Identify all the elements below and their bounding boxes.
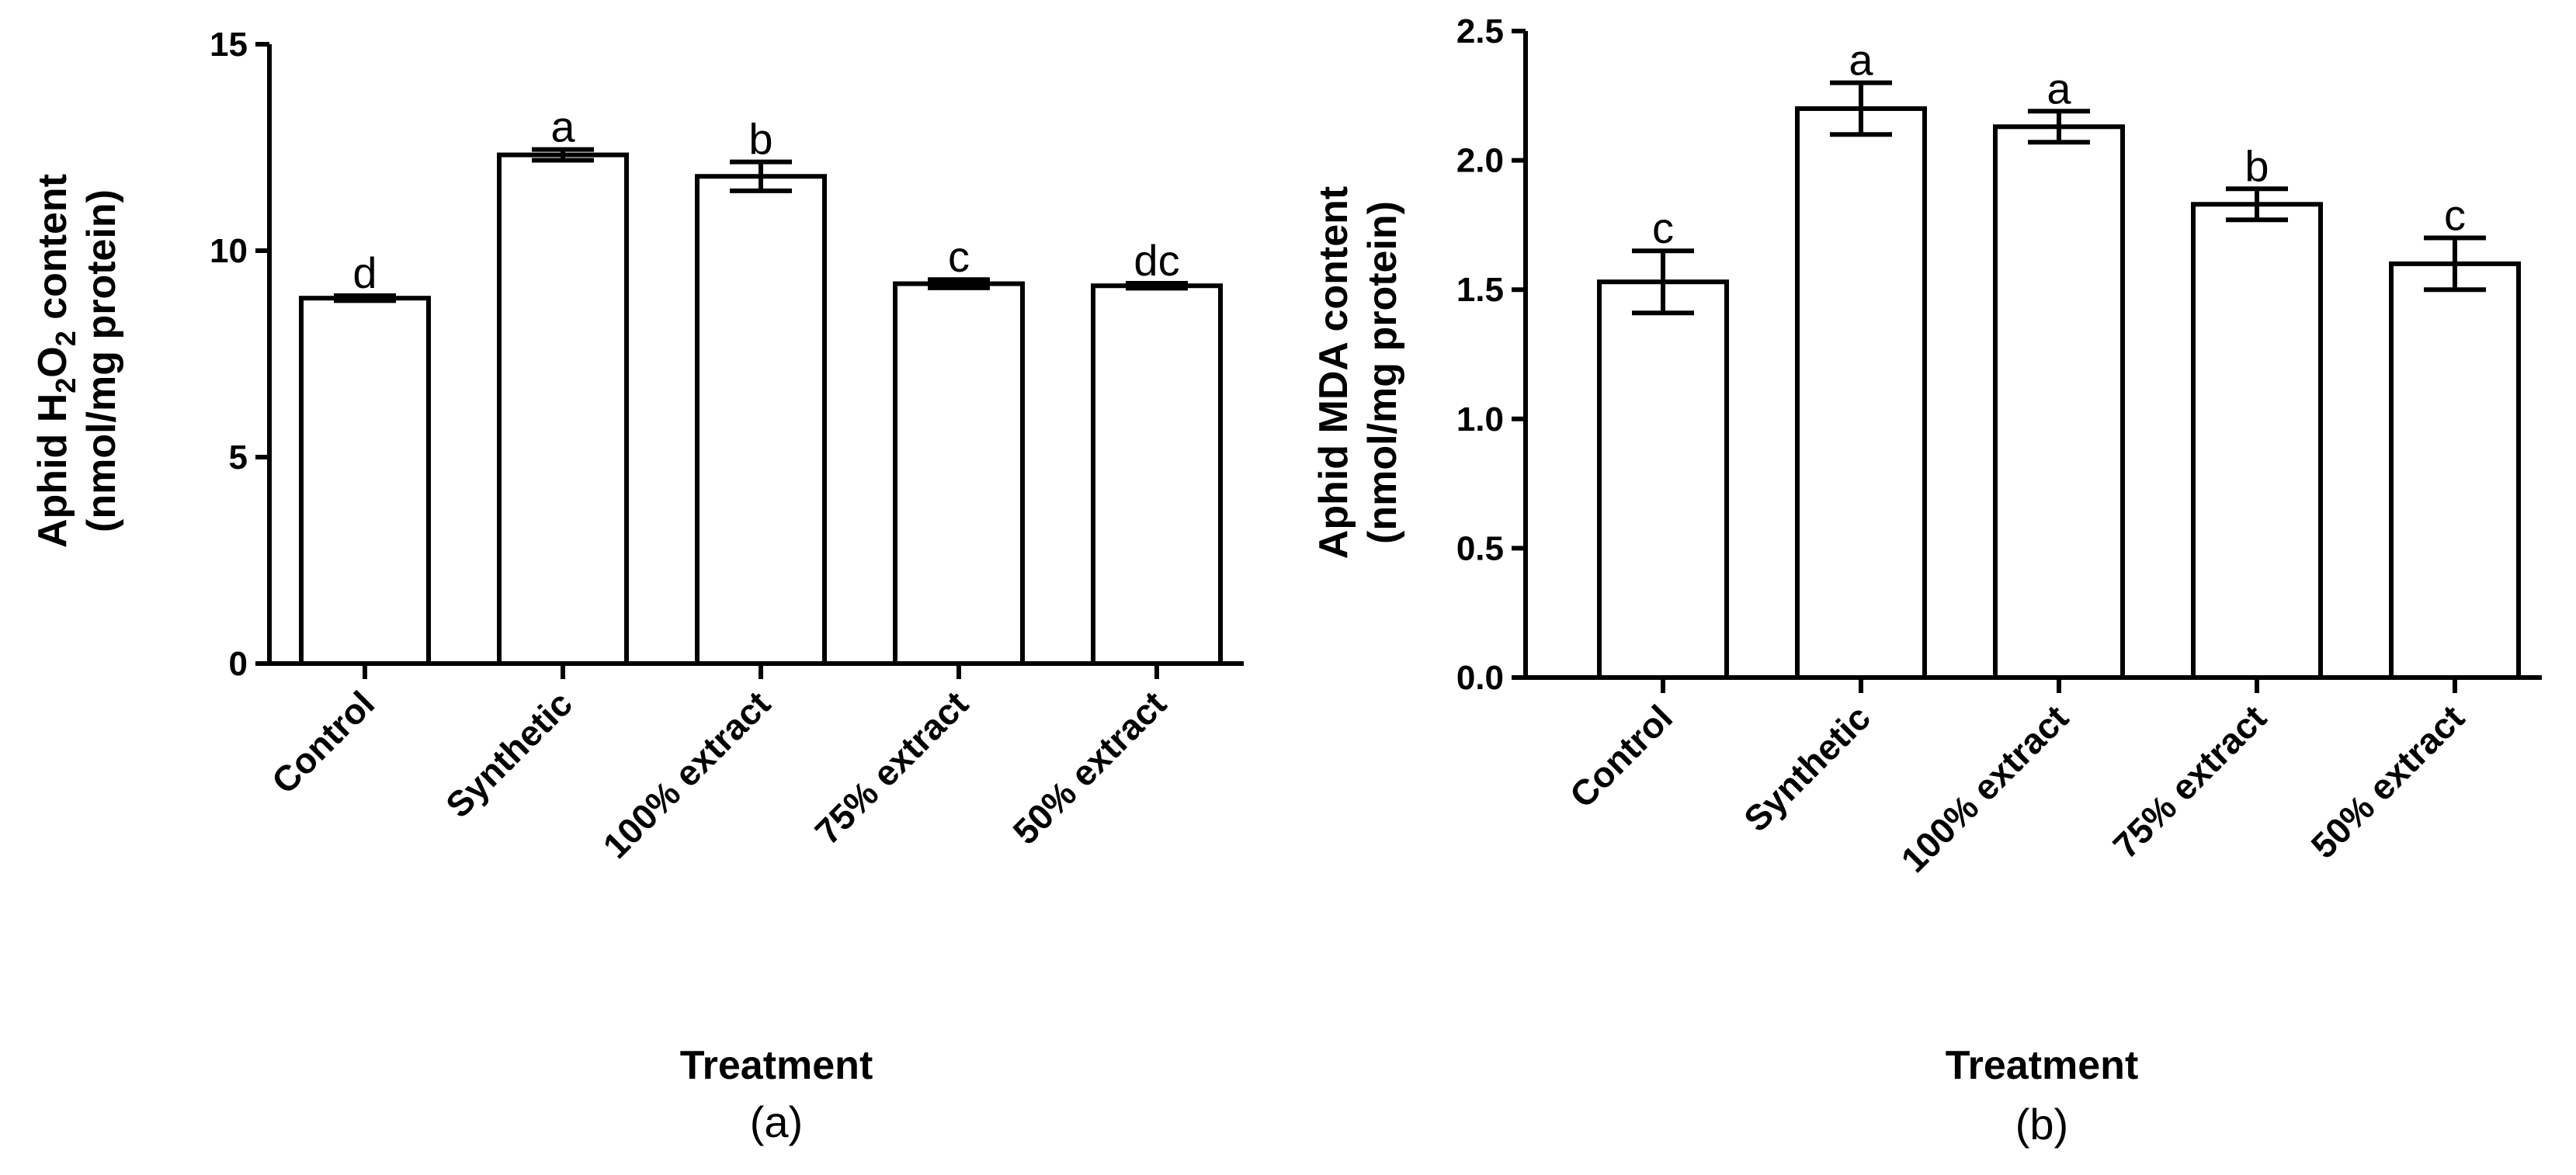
bar-a-3	[695, 174, 827, 667]
error-bar-b-5	[2424, 235, 2486, 293]
y-tick-label-b-5: 2.0	[1456, 142, 1504, 180]
x-tick-label-b-1: Control	[1562, 697, 1680, 815]
x-tick-label-a-3: 100% extract	[595, 683, 778, 866]
bar-b-2	[1795, 106, 1927, 680]
significance-label-b-4: b	[2244, 141, 2269, 190]
x-tick-label-b-2: Synthetic	[1736, 697, 1878, 839]
x-axis-title-a: Treatment	[680, 1043, 873, 1088]
y-tick-label-a-3: 10	[210, 232, 248, 270]
y-tick-label-b-6: 2.5	[1456, 12, 1504, 50]
bars-b: c a a b c	[1597, 36, 2521, 680]
x-tick-label-a-2: Synthetic	[438, 683, 580, 825]
y-tick-label-b-1: 0.0	[1456, 659, 1504, 697]
bar-a-1	[299, 296, 431, 666]
error-bar-b-4	[2226, 186, 2288, 223]
y-tick-label-a-1: 0	[229, 645, 248, 683]
x-tick-label-a-1: Control	[264, 683, 382, 801]
y-tick-label-a-2: 5	[229, 438, 248, 477]
bar-a-2	[497, 152, 629, 667]
significance-label-b-2: a	[1849, 36, 1873, 85]
bar-a-4	[893, 281, 1025, 666]
x-tick-label-b-4: 75% extract	[2105, 697, 2274, 866]
error-bar-a-1	[334, 293, 396, 303]
error-bar-a-5	[1126, 281, 1188, 291]
x-tick-label-a-5: 50% extract	[1005, 683, 1174, 852]
error-bar-b-2	[1830, 80, 1892, 137]
significance-label-a-3: b	[748, 115, 772, 164]
chart-panel-a: d a b c dc Control Synthetic 100% extract 75% e…	[30, 26, 1244, 1146]
bar-b-5	[2389, 261, 2521, 680]
y-axis-title-a-line2: (nmol/mg protein)	[79, 189, 124, 532]
significance-label-a-2: a	[550, 102, 575, 151]
y-tick-label-b-2: 0.5	[1456, 529, 1504, 567]
y-tick-label-b-4: 1.5	[1456, 271, 1504, 309]
error-bar-a-3	[730, 159, 792, 193]
error-bar-b-1	[1632, 248, 1694, 316]
significance-label-b-5: c	[2444, 191, 2466, 240]
bar-b-4	[2191, 202, 2323, 680]
x-tick-label-b-3: 100% extract	[1893, 697, 2076, 880]
bar-b-1	[1597, 279, 1729, 680]
significance-label-a-4: c	[948, 232, 970, 281]
panel-label-b: (b)	[2015, 1100, 2068, 1149]
bar-a-5	[1091, 283, 1223, 666]
x-axis-title-b: Treatment	[1946, 1043, 2139, 1088]
y-tick-label-a-4: 15	[210, 26, 248, 64]
significance-label-b-1: c	[1652, 203, 1674, 252]
bars-a: d a b c dc	[299, 102, 1223, 667]
error-bar-a-2	[532, 147, 594, 163]
y-axis-title-a-line1: Aphid H2O2 content	[30, 174, 82, 548]
y-axis-title-b-line1: Aphid MDA content	[1311, 186, 1356, 559]
y-axis-title-b-line2: (nmol/mg protein)	[1360, 201, 1405, 544]
error-bar-a-4	[928, 277, 990, 290]
x-tick-label-a-4: 75% extract	[807, 683, 976, 852]
significance-label-b-3: a	[2047, 64, 2071, 113]
significance-label-a-5: dc	[1134, 236, 1179, 285]
bar-b-3	[1993, 124, 2125, 680]
significance-label-a-1: d	[352, 248, 377, 297]
y-tick-label-b-3: 1.0	[1456, 400, 1504, 438]
error-bar-b-3	[2028, 109, 2090, 145]
chart-panel-b: c a a b c Control Synthetic 100% extract 75% ex…	[1311, 12, 2542, 1149]
x-tick-label-b-5: 50% extract	[2303, 697, 2472, 866]
panel-label-a: (a)	[750, 1097, 803, 1146]
